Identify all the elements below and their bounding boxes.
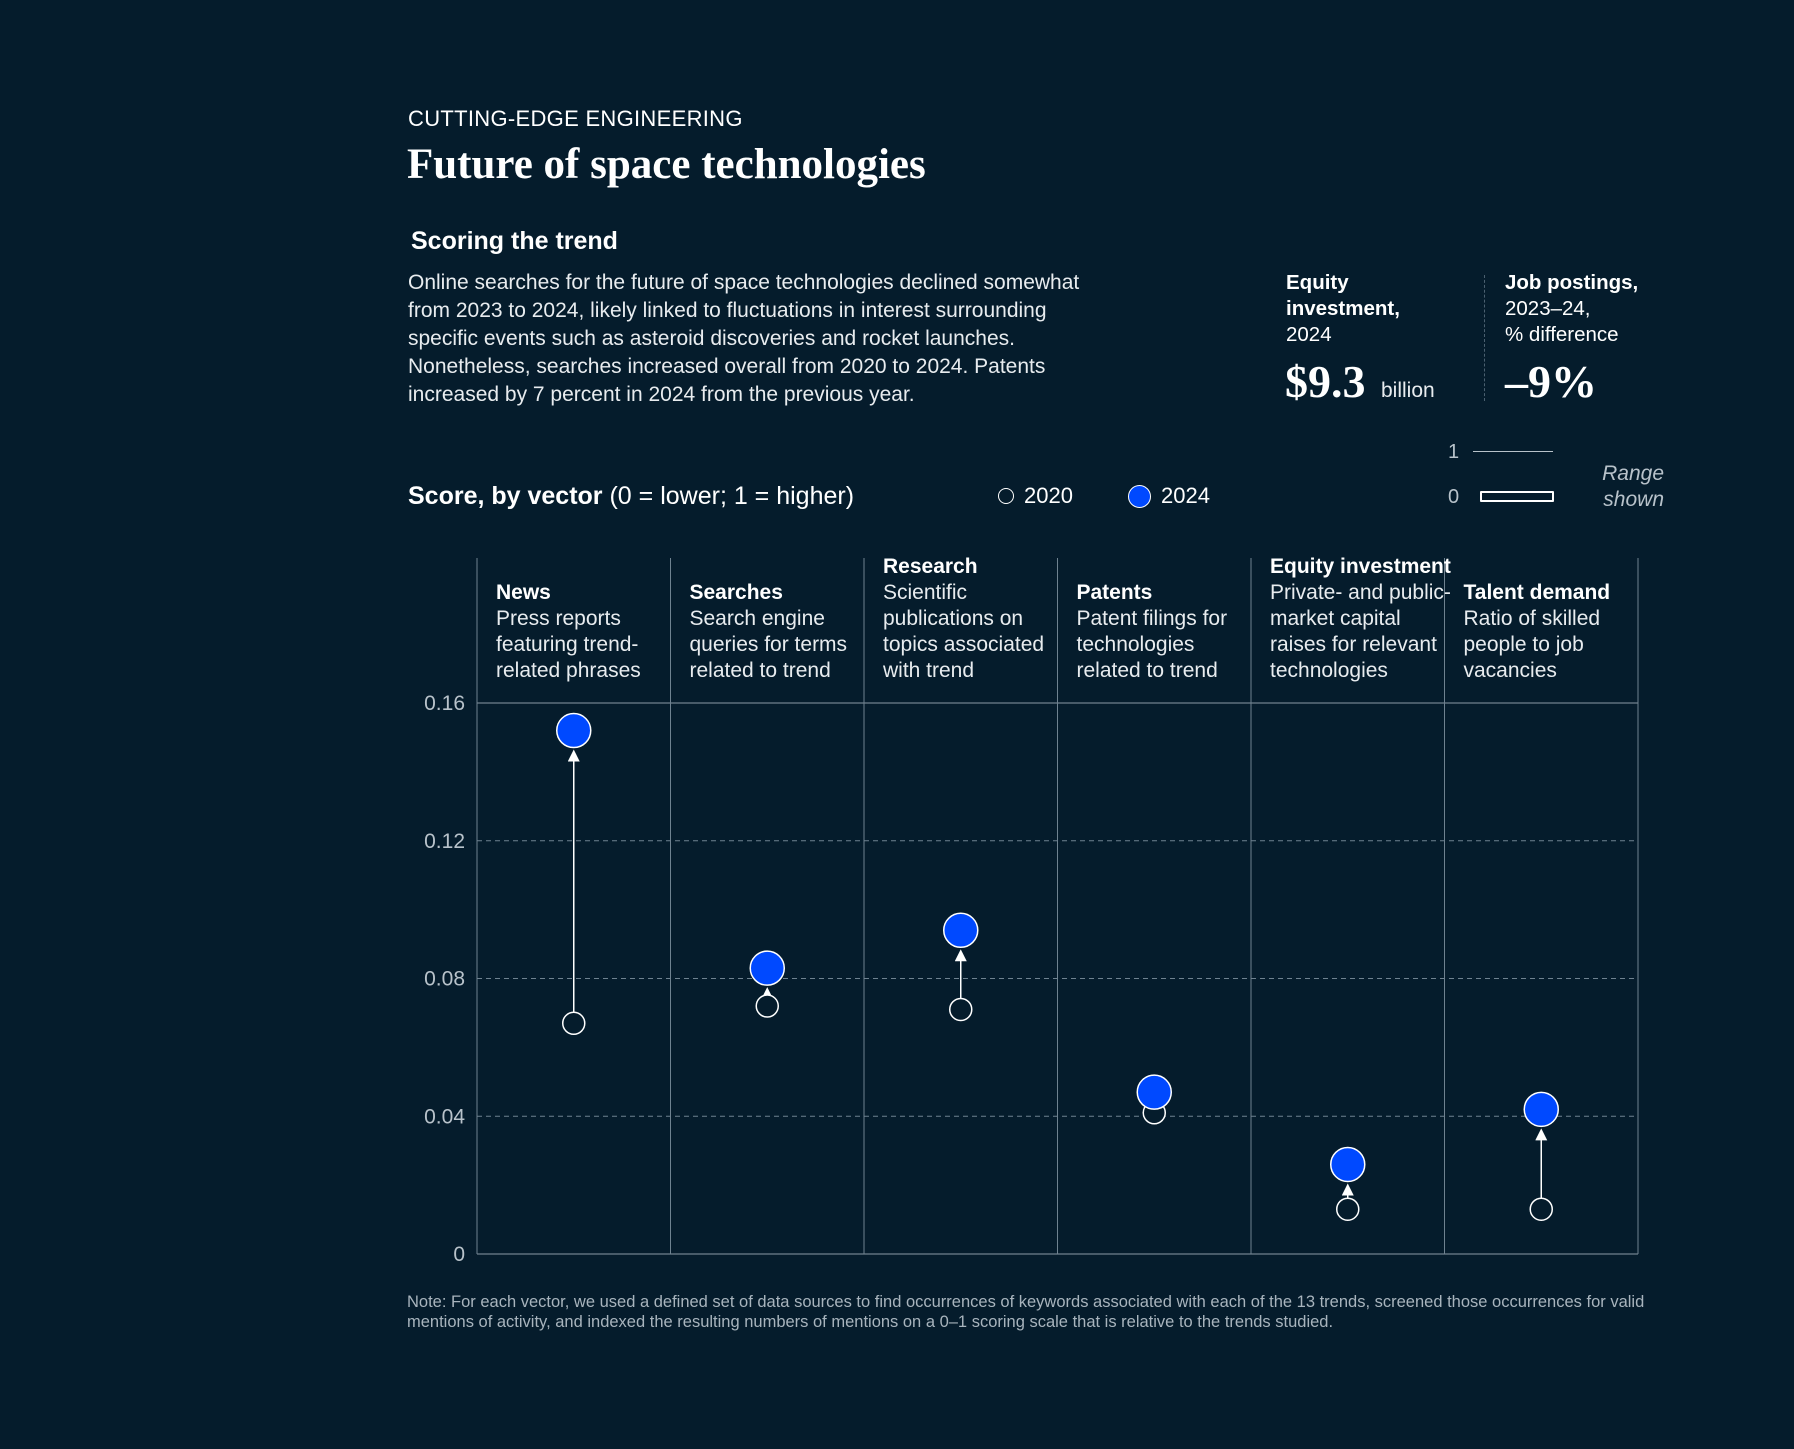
equity-value: $9.3 [1285, 356, 1366, 407]
range-key-one: 1 [1448, 441, 1460, 463]
range-key-bar [1480, 491, 1554, 502]
score-header: Score, by vector (0 = lower; 1 = higher) [408, 482, 854, 511]
category-name: Patents [1077, 581, 1153, 604]
category-description: Private- and public- [1270, 581, 1451, 604]
category-description: queries for terms [690, 633, 848, 656]
category-description: topics associated [883, 633, 1044, 656]
category-description: raises for relevant [1270, 633, 1437, 656]
category-description: with trend [882, 659, 974, 682]
point-2024 [749, 950, 785, 986]
jobs-label-line-2: 2023–24, [1505, 297, 1591, 320]
point-2020 [949, 997, 973, 1022]
category-description: related to trend [1077, 659, 1218, 682]
category-description: technologies [1077, 633, 1195, 656]
category-description: Press reports [496, 607, 621, 630]
jobs-label-line-1: Job postings, [1505, 271, 1639, 294]
point-2024 [556, 712, 592, 749]
legend-2020-label: 2020 [1024, 483, 1073, 508]
y-tick-label: 0.04 [424, 1105, 465, 1128]
category-description: technologies [1270, 659, 1388, 682]
kicker-label: CUTTING-EDGE ENGINEERING [408, 106, 743, 131]
category-name: Research [883, 555, 978, 578]
page-title: Future of space technologies [407, 141, 926, 188]
score-header-normal: (0 = lower; 1 = higher) [602, 482, 855, 510]
score-header-bold: Score, by vector [408, 482, 603, 510]
point-2024 [1523, 1091, 1559, 1128]
equity-label-line-2: investment, [1286, 297, 1400, 320]
point-2020 [562, 1011, 586, 1036]
stat-divider [1484, 275, 1485, 401]
range-key-zero: 0 [1448, 486, 1460, 508]
point-2024 [1330, 1146, 1366, 1183]
y-tick-label: 0.08 [424, 968, 465, 991]
category-name: Searches [690, 581, 783, 604]
category-description: market capital [1270, 607, 1401, 630]
equity-label-line-3: 2024 [1286, 323, 1332, 346]
point-2024 [943, 912, 979, 949]
equity-unit: billion [1381, 379, 1435, 402]
point-2020 [755, 994, 779, 1018]
category-description: publications on [883, 607, 1023, 630]
legend-2024-marker [1128, 484, 1151, 508]
y-tick-label: 0.12 [424, 830, 465, 853]
legend-2020-marker [998, 488, 1014, 504]
category-description: related to trend [690, 659, 831, 682]
equity-stat-label: Equity investment, 2024 [1286, 270, 1400, 348]
section-subhead: Scoring the trend [411, 227, 618, 255]
category-name: Equity investment [1270, 555, 1451, 578]
legend-2024-label: 2024 [1161, 483, 1210, 508]
range-key-line [1473, 451, 1553, 452]
point-2020 [1336, 1197, 1360, 1221]
category-description: Scientific [883, 581, 967, 604]
footnote: Note: For each vector, we used a defined… [407, 1293, 1645, 1331]
y-tick-label: 0 [453, 1243, 465, 1266]
range-key-text-1: Range [1602, 462, 1664, 485]
equity-label-line-1: Equity [1286, 271, 1349, 294]
category-description: Patent filings for [1077, 607, 1228, 630]
y-tick-label: 0.16 [424, 692, 465, 715]
category-description: Search engine [690, 607, 825, 630]
jobs-stat-label: Job postings, 2023–24, % difference [1505, 270, 1638, 348]
jobs-label-line-3: % difference [1505, 323, 1619, 346]
category-description: featuring trend- [496, 633, 638, 656]
point-2020 [1529, 1197, 1553, 1221]
description-paragraph: Online searches for the future of space … [408, 271, 1080, 406]
jobs-value: –9% [1505, 356, 1597, 407]
legend-2020: 2020 [998, 483, 1073, 509]
range-key-text-2: shown [1603, 488, 1664, 511]
category-name: Talent demand [1464, 581, 1611, 604]
category-description: people to job [1464, 633, 1584, 656]
category-description: vacancies [1464, 659, 1557, 682]
point-2024 [1136, 1074, 1172, 1110]
range-key-text: Range shown [1574, 461, 1664, 513]
legend-2024: 2024 [1128, 483, 1210, 509]
category-description: Ratio of skilled [1464, 607, 1601, 630]
category-description: related phrases [496, 659, 641, 682]
category-name: News [496, 581, 551, 604]
